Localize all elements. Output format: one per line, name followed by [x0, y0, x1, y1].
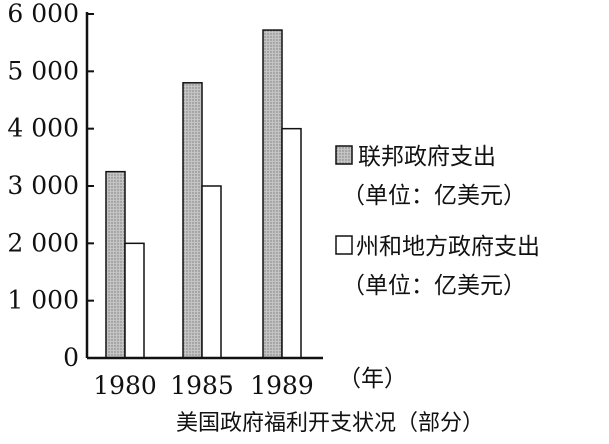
bars: [105, 29, 302, 359]
y-tick-label-5000: 5 000: [7, 56, 79, 85]
chart-caption: 美国政府福利开支状况（部分）: [176, 411, 484, 436]
legend-unit-state-local: （单位：亿美元）: [342, 273, 526, 299]
legend-label-state-local: 州和地方政府支出: [356, 234, 540, 260]
bar-1980-series-1: [124, 242, 145, 359]
y-axis-tick-labels: 0 1 000 2 000 3 000 4 000 5 000 6 000: [7, 0, 79, 372]
x-tick-label-1989: 1989: [250, 371, 314, 400]
y-tick-label-2000: 2 000: [7, 228, 79, 257]
bar-1989-series-1: [281, 127, 302, 359]
bar-1985-series-0: [182, 82, 203, 359]
legend-swatch-federal: [335, 145, 353, 165]
x-axis-unit: （年）: [338, 366, 407, 392]
legend-label-federal: 联邦政府支出: [358, 144, 496, 170]
y-tick-label-1000: 1 000: [7, 286, 79, 315]
y-tick-label-3000: 3 000: [7, 171, 79, 200]
bar-1980-series-0: [105, 170, 126, 359]
x-axis-tick-labels: 1980 1985 1989: [93, 371, 314, 400]
y-tick-label-6000: 6 000: [7, 0, 79, 28]
y-tick-label-0: 0: [63, 343, 79, 372]
legend: 联邦政府支出 （单位：亿美元） 州和地方政府支出 （单位：亿美元）: [335, 144, 540, 299]
legend-unit-federal: （单位：亿美元）: [342, 183, 526, 209]
bar-1985-series-1: [201, 185, 222, 359]
bar-1989-series-0: [262, 29, 283, 359]
x-tick-label-1980: 1980: [93, 371, 157, 400]
x-tick-label-1985: 1985: [170, 371, 234, 400]
legend-swatch-state-local: [335, 235, 353, 255]
y-tick-label-4000: 4 000: [7, 114, 79, 143]
